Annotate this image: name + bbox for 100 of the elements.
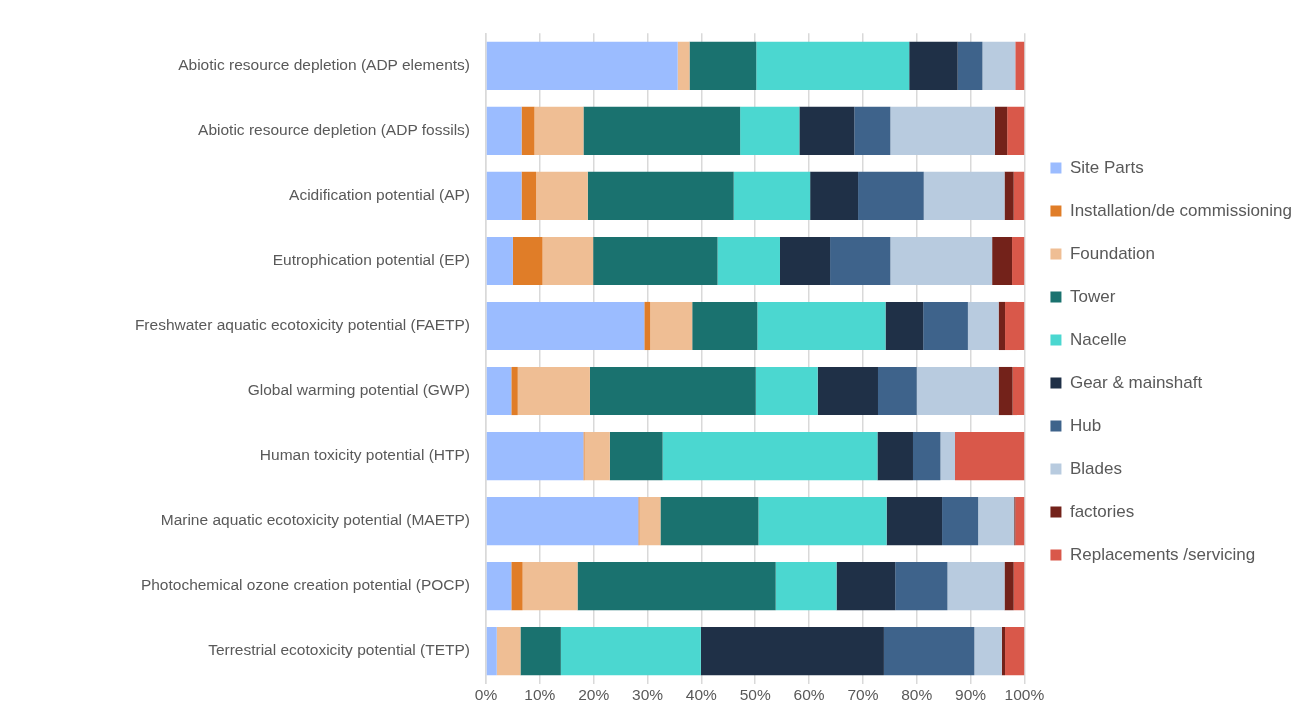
- bar: [593, 236, 718, 286]
- x-tick-label: 100%: [1004, 686, 1045, 704]
- bar: [522, 562, 578, 611]
- bar: [517, 366, 590, 416]
- bar: [858, 171, 924, 220]
- bar: [909, 41, 958, 90]
- bar: [1015, 497, 1025, 546]
- bar: [890, 106, 995, 155]
- bar: [486, 627, 497, 676]
- bar: [577, 562, 776, 611]
- bar: [521, 106, 535, 155]
- bar: [836, 562, 896, 611]
- bar: [992, 236, 1013, 286]
- bar: [994, 106, 1008, 155]
- y-tick-label: Abiotic resource depletion (ADP fossils): [198, 121, 470, 139]
- bar: [1004, 171, 1014, 220]
- bar: [520, 627, 561, 676]
- x-tick-label: 90%: [955, 686, 987, 704]
- y-tick-label: Global warming potential (GWP): [247, 381, 470, 399]
- legend-label: Foundation: [1069, 243, 1156, 263]
- bar: [560, 627, 701, 676]
- bar: [954, 432, 1025, 481]
- bar: [486, 41, 678, 90]
- bar: [883, 627, 975, 676]
- bar: [940, 432, 955, 481]
- bar: [692, 301, 758, 351]
- y-tick-label: Human toxicity potential (HTP): [259, 446, 470, 464]
- bar: [974, 627, 1002, 676]
- bar: [756, 41, 910, 90]
- legend-label: Installation/de commissioning: [1069, 200, 1293, 220]
- x-tick-label: 60%: [793, 686, 825, 704]
- bar: [1015, 41, 1025, 90]
- bar: [1013, 562, 1025, 611]
- bar: [536, 171, 588, 220]
- y-tick-label: Acidification potential (AP): [289, 186, 470, 204]
- bar: [609, 432, 663, 481]
- bar: [486, 106, 522, 155]
- bar: [1007, 106, 1025, 155]
- bar: [757, 301, 886, 351]
- bar: [810, 171, 859, 220]
- bar: [521, 171, 537, 220]
- legend-label: Gear & mainshaft: [1069, 372, 1203, 392]
- legend-label: Site Parts: [1069, 157, 1144, 177]
- bar: [895, 562, 948, 611]
- x-tick-label: 50%: [739, 686, 771, 704]
- bar: [486, 301, 645, 351]
- bar: [486, 171, 522, 220]
- bar: [799, 106, 855, 155]
- bar: [1001, 627, 1006, 676]
- bar: [511, 562, 523, 611]
- bar: [942, 497, 979, 546]
- y-tick-label: Terrestrial ecotoxicity potential (TETP): [208, 641, 470, 659]
- bar: [584, 432, 610, 481]
- bar: [689, 41, 757, 90]
- bar: [1005, 627, 1025, 676]
- bar: [486, 236, 513, 286]
- bar: [998, 301, 1006, 351]
- bar: [1013, 171, 1025, 220]
- bar: [650, 301, 693, 351]
- bar: [755, 366, 818, 416]
- bar: [589, 366, 756, 416]
- y-tick-label: Abiotic resource depletion (ADP elements): [178, 56, 470, 74]
- bar: [583, 106, 741, 155]
- y-tick-label: Marine aquatic ecotoxicity potential (MAETP): [160, 511, 470, 529]
- legend-label: Blades: [1069, 458, 1122, 478]
- bar: [700, 627, 884, 676]
- bar: [587, 171, 734, 220]
- legend-label: Replacements /servicing: [1069, 544, 1256, 564]
- bar: [677, 41, 690, 90]
- bar: [740, 106, 800, 155]
- bar: [486, 562, 512, 611]
- bar: [662, 432, 878, 481]
- x-tick-label: 0%: [474, 686, 498, 704]
- x-tick-label: 20%: [578, 686, 610, 704]
- bar: [1012, 366, 1025, 416]
- bar: [957, 41, 983, 90]
- bar: [779, 236, 831, 286]
- x-tick-label: 80%: [901, 686, 933, 704]
- bar: [890, 236, 993, 286]
- y-tick-label: Photochemical ozone creation potential (POCP): [140, 576, 470, 594]
- bar: [967, 301, 999, 351]
- x-tick-label: 30%: [632, 686, 664, 704]
- legend-label: Nacelle: [1069, 329, 1127, 349]
- bar: [733, 171, 811, 220]
- bar: [542, 236, 594, 286]
- bar: [877, 366, 917, 416]
- bar: [486, 432, 584, 481]
- bar: [1012, 236, 1025, 286]
- bar: [877, 432, 913, 481]
- bar: [947, 562, 1005, 611]
- legend-label: Tower: [1069, 286, 1116, 306]
- bar: [923, 171, 1005, 220]
- bar: [923, 301, 968, 351]
- bar: [998, 366, 1013, 416]
- bar: [1004, 562, 1014, 611]
- bar: [758, 497, 887, 546]
- bar: [912, 432, 941, 481]
- bar: [854, 106, 891, 155]
- bar: [830, 236, 891, 286]
- bar: [660, 497, 759, 546]
